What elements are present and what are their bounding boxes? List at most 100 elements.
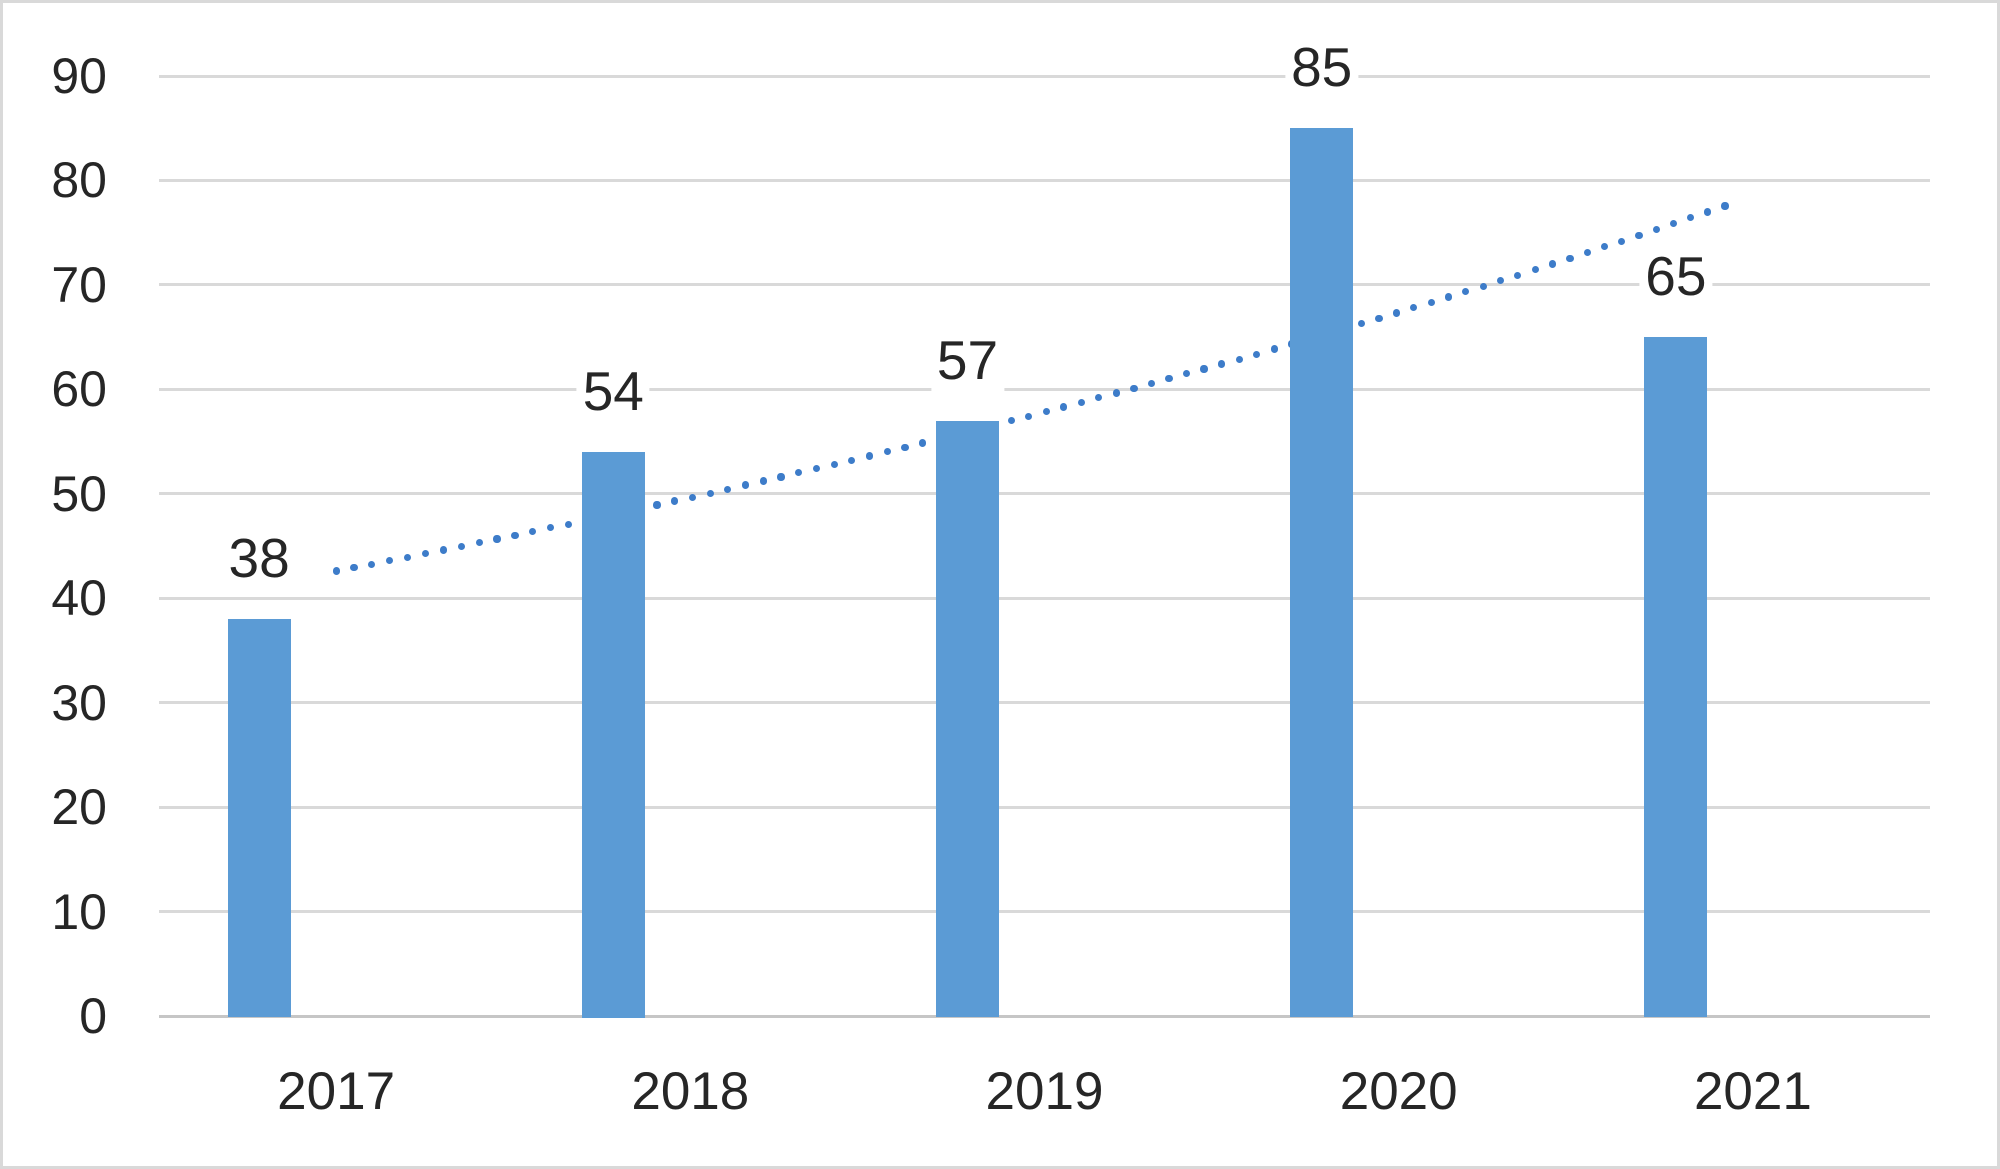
trendline-dot: [1253, 350, 1261, 358]
trendline-dot: [368, 560, 376, 568]
trendline-dot: [1007, 417, 1015, 425]
trendline-dot: [1165, 375, 1173, 383]
trendline-dot: [865, 452, 874, 460]
trendline-dot: [1077, 398, 1085, 406]
x-axis-tick-label: 2019: [985, 1062, 1104, 1121]
trendline-dot: [706, 489, 714, 497]
x-axis-tick-label: 2017: [277, 1062, 396, 1121]
trendline-dot: [1479, 282, 1487, 290]
trendline-dot: [1060, 403, 1068, 411]
trendline-dot: [475, 539, 483, 547]
trendline-dot: [1270, 345, 1278, 353]
trendline-dot: [1025, 412, 1033, 420]
y-axis-tick-label: 20: [51, 779, 107, 836]
y-axis-tick-label: 40: [51, 570, 107, 627]
trendline-dot: [1704, 208, 1712, 216]
gridline: [159, 596, 1930, 600]
trendline-dot: [1147, 379, 1156, 388]
gridline: [159, 492, 1930, 496]
bar-value-label: 65: [1639, 245, 1713, 308]
trendline-dot: [457, 542, 465, 550]
trendline-dot: [1392, 309, 1400, 317]
trendline-dot: [848, 456, 856, 464]
trendline-dot: [1358, 319, 1366, 328]
trendline-dot: [1462, 288, 1470, 296]
trendline-dot: [511, 531, 519, 539]
gridline: [159, 701, 1930, 705]
trendline-dot: [421, 549, 430, 558]
trendline-dot: [1583, 249, 1591, 257]
trendline-dot: [1200, 365, 1208, 373]
trendline-dot: [1566, 254, 1574, 262]
trendline-dot: [653, 501, 661, 509]
trendline-dot: [564, 520, 573, 528]
trendline-dot: [688, 493, 696, 501]
trendline-dot: [1410, 304, 1418, 312]
trendline-dot: [332, 567, 340, 575]
trendline-dot: [529, 528, 537, 536]
y-axis-tick-label: 90: [51, 48, 107, 104]
bar-2017: [227, 619, 291, 1018]
bar-value-label: 38: [222, 527, 296, 590]
x-axis-tick-label: 2021: [1693, 1062, 1812, 1121]
y-axis-tick-label: 30: [51, 674, 107, 731]
trendline-dot: [919, 439, 927, 447]
trendline-dot: [1721, 202, 1729, 210]
trendline-dot: [1496, 277, 1505, 285]
trendline-dot: [777, 473, 785, 481]
trendline-dot: [1601, 243, 1609, 251]
trendline-dot: [1618, 237, 1626, 245]
bar-2019: [936, 420, 999, 1018]
trendline-dot: [1375, 314, 1383, 322]
trendline-dot: [404, 553, 412, 561]
gridline: [159, 910, 1930, 914]
y-axis-tick-label: 70: [51, 256, 107, 313]
trendline-dot: [1514, 271, 1522, 279]
trendline-dot: [1444, 293, 1453, 301]
trendline-dot: [1042, 407, 1050, 416]
bar-2018: [581, 452, 645, 1018]
trendline-dot: [883, 448, 891, 456]
trendline-dot: [1095, 394, 1103, 402]
bar-2021: [1644, 337, 1708, 1018]
trendline-dot: [671, 497, 679, 505]
y-axis-tick-label: 0: [79, 988, 107, 1044]
trendline-dot: [1652, 226, 1660, 234]
trendline-dot: [1635, 231, 1643, 239]
y-axis-tick-label: 50: [51, 465, 107, 522]
trendline-dot: [1235, 355, 1243, 363]
trendline-dot: [1112, 389, 1120, 397]
trendline-dot: [741, 481, 750, 489]
bar-2020: [1290, 128, 1354, 1018]
trendline-dot: [901, 443, 909, 451]
bar-value-label: 54: [576, 360, 650, 422]
x-axis-tick-label: 2018: [631, 1062, 750, 1121]
trendline-dot: [1548, 260, 1557, 268]
gridline: [159, 283, 1930, 287]
trendline-dot: [350, 564, 358, 572]
gridline: [159, 74, 1930, 78]
trendline-dot: [830, 460, 838, 468]
trendline-dot: [1427, 298, 1435, 306]
gridline: [159, 387, 1930, 391]
x-axis-line: [159, 1014, 1930, 1018]
bars-layer: [3, 3, 1997, 1166]
x-axis-tick-label: 2020: [1339, 1062, 1458, 1121]
trendline-dot: [759, 477, 767, 485]
labels-layer: 0 10 20 30 40 50 60 70 80 90 38 2017 54 2018 57 2019 85 2…: [3, 3, 1997, 1166]
y-axis-tick-label: 80: [51, 152, 107, 209]
y-axis-tick-label: 10: [51, 883, 107, 940]
trendline-dot: [547, 524, 555, 532]
gridlines-layer: [3, 3, 1997, 1166]
y-axis-tick-label: 60: [51, 361, 107, 418]
trendline-dot: [493, 535, 501, 543]
trendline-dot: [795, 469, 803, 477]
gridline: [159, 805, 1930, 809]
trendline-dot: [1218, 360, 1226, 368]
trendline-dot: [439, 546, 447, 554]
gridline: [159, 178, 1930, 182]
trendline-dot: [812, 465, 820, 473]
trendline-dot: [724, 485, 732, 493]
trendline-dot: [1669, 220, 1677, 228]
